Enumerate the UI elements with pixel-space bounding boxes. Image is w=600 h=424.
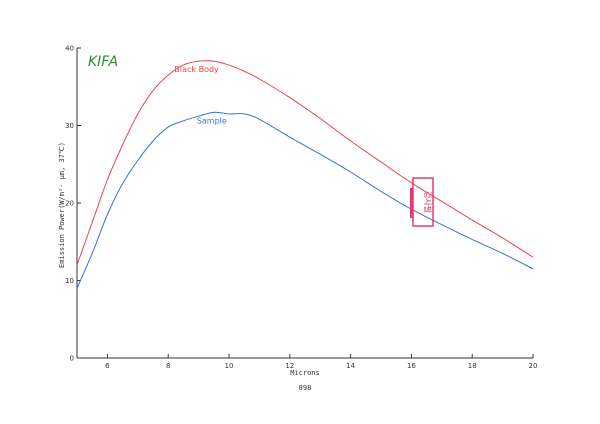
inspection-stamp: 검사필 [410,177,434,227]
kifa-logo: KIFA [88,54,118,70]
footer-label: 898 [299,384,312,392]
y-axis-title: Emission Power(W/m²· μm, 37℃) [58,142,66,268]
series-line-black-body [76,60,534,266]
y-tick-label: 20 [65,200,74,208]
x-tick-label: 8 [166,362,170,370]
x-tick-label: 20 [529,362,538,370]
chart-axes [76,48,533,359]
x-tick-label: 6 [105,362,110,370]
x-tick-label: 10 [225,362,234,370]
series-label-sample: Sample [197,116,227,125]
x-tick-label: 14 [346,362,355,370]
series-line-sample [76,111,534,289]
x-tick-label: 18 [468,362,477,370]
y-tick-label: 30 [65,122,74,130]
y-axis-ticks: 0 10 20 30 40 [65,45,81,363]
stamp-tab [410,188,413,218]
x-axis-ticks: 6 8 10 12 14 16 18 20 [105,354,537,370]
y-tick-label: 0 [70,355,74,363]
x-tick-label: 12 [285,362,294,370]
x-axis-title: Microns [290,369,320,377]
y-tick-label: 40 [65,45,74,53]
stamp-text: 검사필 [423,191,433,213]
x-tick-label: 16 [407,362,416,370]
series-layer: Black Body Sample [76,60,534,289]
y-tick-label: 10 [65,277,74,285]
series-label-black-body: Black Body [174,65,219,74]
